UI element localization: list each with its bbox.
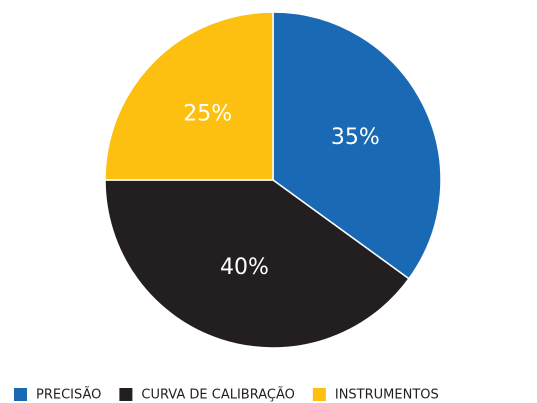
legend-swatch — [119, 388, 133, 401]
pie: 35% 40% 25% — [104, 11, 442, 349]
legend-label: PRECISÃO — [36, 387, 101, 403]
slice-label: 35% — [331, 125, 380, 150]
pie-slice — [104, 11, 274, 181]
legend-label: CURVA DE CALIBRAÇÃO — [141, 387, 294, 403]
slice-label: 40% — [220, 255, 269, 280]
legend: PRECISÃO CURVA DE CALIBRAÇÃO INSTRUMENTOS — [14, 387, 439, 403]
pie-slice — [272, 11, 442, 280]
slice-label: 25% — [183, 102, 232, 127]
legend-swatch — [312, 388, 326, 401]
legend-swatch — [14, 388, 27, 401]
pie-slice — [104, 179, 410, 349]
legend-label: INSTRUMENTOS — [335, 388, 439, 403]
